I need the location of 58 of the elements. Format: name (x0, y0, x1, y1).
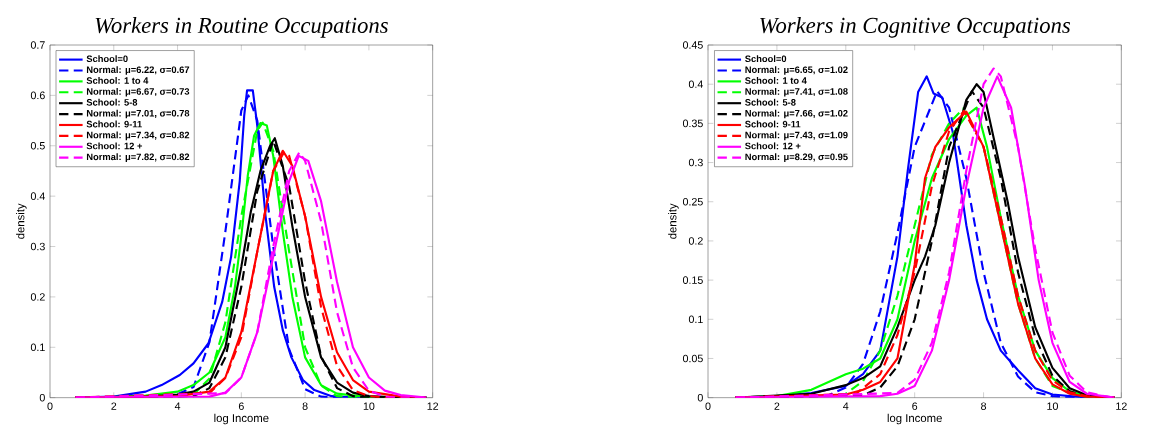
x-tick-label: 2 (111, 402, 117, 410)
legend-label: Normal: μ=7.01, σ=0.78 (86, 109, 190, 119)
legend-label: School: 1 to 4 (86, 77, 149, 84)
y-tick-label: 0 (39, 393, 45, 402)
x-tick-label: 12 (1116, 402, 1127, 410)
y-tick-label: 0.3 (30, 242, 45, 251)
legend-label: Normal: μ=7.41, σ=1.08 (745, 87, 848, 97)
x-tick-label: 8 (302, 402, 308, 410)
legend-label: Normal: μ=7.82, σ=0.82 (86, 153, 190, 162)
legend-label: School: 9-11 (745, 120, 801, 128)
legend-label: School: 5-8 (745, 98, 796, 106)
x-axis-title: log Income (214, 413, 269, 425)
x-axis-title: log Income (887, 413, 942, 425)
y-tick-label: 0.1 (688, 315, 703, 324)
legend-label: School: 12 + (86, 142, 143, 150)
y-tick-label: 0.35 (682, 119, 703, 128)
x-tick-label: 8 (981, 402, 987, 410)
y-tick-label: 0.05 (682, 354, 703, 363)
y-tick-label: 0.5 (30, 141, 45, 150)
legend-label: Normal: μ=6.22, σ=0.67 (86, 66, 190, 75)
x-tick-label: 0 (47, 402, 53, 410)
y-tick-label: 0.7 (30, 41, 45, 49)
chart-title: Workers in Routine Occupations (95, 17, 388, 38)
y-tick-label: 0 (697, 393, 703, 402)
legend-label: School=0 (86, 55, 128, 63)
x-tick-label: 2 (774, 402, 780, 410)
legend-label: Normal: μ=7.66, σ=1.02 (745, 109, 848, 119)
y-tick-label: 0.15 (682, 276, 703, 284)
x-tick-label: 6 (238, 402, 244, 410)
x-tick-label: 10 (1047, 402, 1058, 410)
legend-label: Normal: μ=7.34, σ=0.82 (86, 131, 190, 141)
y-tick-label: 0.4 (30, 192, 45, 200)
y-tick-label: 0.2 (30, 293, 45, 301)
y-axis-title: density (16, 203, 27, 239)
legend-label: School: 5-8 (86, 98, 138, 106)
legend-label: Normal: μ=7.43, σ=1.09 (745, 131, 848, 141)
legend-label: School: 1 to 4 (745, 77, 807, 84)
chart-title: Workers in Cognitive Occupations (760, 17, 1071, 38)
x-tick-label: 4 (843, 402, 849, 410)
legend-label: School: 12 + (745, 142, 801, 150)
y-tick-label: 0.4 (688, 80, 703, 88)
y-tick-label: 0.1 (30, 343, 45, 352)
y-axis-title: density (668, 203, 679, 239)
y-tick-label: 0.6 (30, 91, 45, 100)
x-tick-label: 6 (912, 402, 918, 410)
y-tick-label: 0.2 (688, 237, 703, 245)
y-tick-label: 0.25 (682, 197, 703, 206)
legend-label: School: 9-11 (86, 120, 142, 128)
y-tick-label: 0.45 (682, 41, 703, 49)
legend-label: Normal: μ=6.65, σ=1.02 (745, 66, 848, 75)
x-tick-label: 4 (174, 402, 181, 410)
x-tick-label: 0 (705, 402, 711, 410)
legend-label: Normal: μ=6.67, σ=0.73 (86, 87, 190, 97)
x-tick-label: 10 (363, 402, 375, 410)
legend-label: School=0 (745, 55, 787, 63)
y-tick-label: 0.3 (688, 158, 703, 167)
x-tick-label: 12 (427, 402, 439, 410)
legend-label: Normal: μ=8.29, σ=0.95 (745, 153, 848, 162)
